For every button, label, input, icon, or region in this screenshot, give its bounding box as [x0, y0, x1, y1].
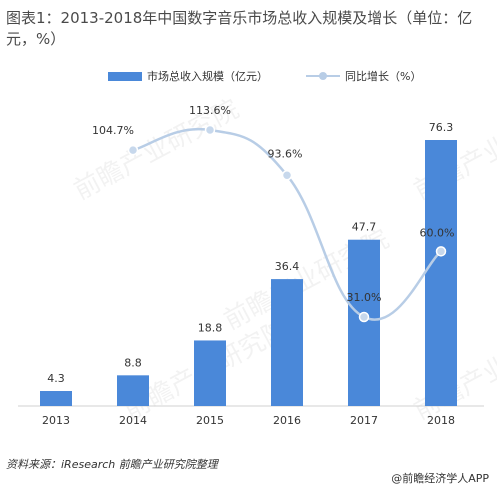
growth-value-label: 104.7% — [92, 124, 134, 137]
x-tick-label: 2018 — [427, 414, 455, 427]
legend-item-bar[interactable]: 市场总收入规模（亿元） — [108, 66, 268, 86]
source-note: 资料来源：iResearch 前瞻产业研究院整理 — [6, 458, 218, 471]
bar-value-label: 18.8 — [198, 321, 223, 334]
bar[interactable] — [40, 391, 72, 406]
growth-value-label: 31.0% — [347, 291, 382, 304]
growth-point[interactable] — [281, 170, 293, 181]
bar-value-label: 47.7 — [352, 221, 377, 234]
legend-item-line[interactable]: 同比增长（%） — [306, 66, 421, 86]
bar[interactable] — [117, 375, 149, 406]
credit-note: @前瞻经济学人APP — [391, 472, 489, 485]
bar-value-label: 4.3 — [47, 372, 65, 385]
legend-line-label: 同比增长（%） — [345, 70, 422, 83]
growth-point[interactable] — [204, 124, 216, 136]
legend-line-swatch — [306, 72, 340, 80]
bar[interactable] — [194, 340, 226, 406]
growth-value-label: 60.0% — [420, 226, 455, 239]
x-tick-label: 2013 — [42, 414, 70, 427]
bar[interactable] — [271, 279, 303, 406]
growth-value-label: 113.6% — [189, 104, 231, 117]
x-tick-label: 2014 — [119, 414, 147, 427]
legend-bar-label: 市场总收入规模（亿元） — [147, 70, 268, 83]
bar-value-label: 36.4 — [275, 260, 300, 273]
chart-title: 图表1：2013-2018年中国数字音乐市场总收入规模及增长（单位：亿元，%） — [6, 9, 473, 48]
growth-line — [132, 127, 442, 321]
growth-value-label: 93.6% — [268, 147, 303, 160]
bar[interactable] — [348, 239, 380, 406]
bar-value-label: 76.3 — [429, 121, 454, 134]
x-tick-label: 2016 — [273, 414, 301, 427]
bar-value-label: 8.8 — [124, 356, 142, 369]
growth-point[interactable] — [127, 144, 139, 156]
x-tick-label: 2017 — [350, 414, 378, 427]
legend: 市场总收入规模（亿元） 同比增长（%） — [0, 66, 497, 88]
growth-point[interactable] — [435, 246, 447, 257]
bar[interactable] — [425, 140, 457, 406]
growth-point[interactable] — [358, 311, 370, 323]
legend-bar-swatch — [108, 71, 142, 81]
x-tick-label: 2015 — [196, 414, 224, 427]
